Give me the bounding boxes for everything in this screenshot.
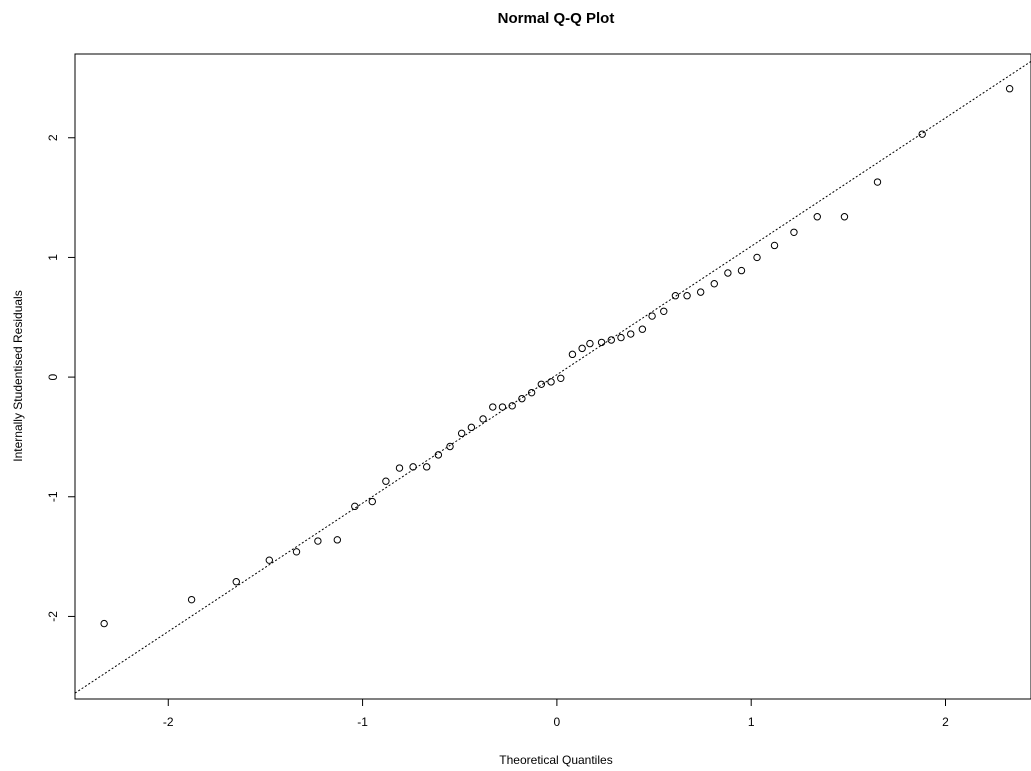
data-point — [537, 380, 546, 388]
x-tick-label: 0 — [554, 715, 561, 729]
data-point — [382, 477, 390, 485]
data-point — [434, 451, 443, 459]
x-tick-label: -1 — [357, 715, 368, 729]
data-point — [607, 336, 615, 344]
data-point — [648, 312, 656, 320]
data-point — [753, 253, 761, 262]
data-point — [457, 429, 466, 438]
data-point — [737, 266, 746, 275]
data-point — [409, 463, 417, 471]
y-axis-label: Internally Studentised Residuals — [11, 290, 25, 461]
data-point — [292, 548, 301, 556]
data-point — [557, 374, 565, 382]
data-point — [578, 344, 586, 353]
data-points — [100, 85, 1014, 628]
chart-title: Normal Q-Q Plot — [498, 10, 615, 27]
y-tick-label: -2 — [46, 611, 60, 622]
data-point — [671, 292, 680, 300]
data-point — [724, 269, 732, 277]
data-point — [1005, 85, 1014, 93]
data-point — [627, 330, 635, 338]
y-tick-label: -1 — [46, 491, 60, 502]
data-point — [479, 415, 487, 423]
data-point — [351, 502, 359, 511]
data-point — [467, 423, 476, 432]
x-tick-label: 2 — [942, 715, 949, 729]
data-point — [395, 464, 404, 472]
x-tick-label: 1 — [748, 715, 755, 729]
data-point — [422, 463, 431, 471]
x-tick-label: -2 — [163, 715, 174, 729]
data-point — [489, 403, 497, 411]
data-point — [813, 213, 821, 221]
data-point — [586, 339, 594, 348]
data-point — [498, 403, 507, 411]
data-point — [232, 578, 240, 586]
data-point — [918, 130, 926, 138]
data-point — [696, 288, 705, 296]
data-point — [597, 338, 606, 347]
data-point — [314, 537, 322, 545]
data-point — [527, 388, 536, 397]
data-point — [368, 497, 376, 506]
data-point — [508, 402, 516, 410]
data-point — [660, 307, 668, 315]
data-point — [840, 213, 849, 221]
plot-frame — [74, 53, 1031, 700]
y-tick-label: 2 — [46, 134, 60, 141]
data-point — [873, 178, 882, 186]
data-point — [265, 556, 274, 564]
x-axis-label: Theoretical Quantiles — [499, 753, 612, 767]
x-axis: -2 -1 0 1 2 — [163, 699, 949, 729]
data-point — [547, 378, 555, 386]
data-point — [770, 241, 779, 250]
data-point — [100, 619, 108, 628]
y-tick-label: 1 — [46, 254, 60, 261]
y-axis: -2 -1 0 1 2 — [46, 134, 75, 622]
data-point — [518, 394, 526, 403]
data-point — [710, 280, 718, 288]
data-point — [683, 292, 691, 300]
data-point — [333, 536, 342, 544]
y-tick-label: 0 — [46, 373, 60, 380]
reference-line-group — [75, 60, 1031, 694]
reference-line — [75, 60, 1031, 694]
data-point — [790, 228, 798, 237]
data-point — [446, 442, 454, 451]
data-point — [617, 333, 625, 342]
data-point — [568, 350, 577, 359]
data-point — [638, 325, 647, 333]
data-point — [187, 595, 196, 604]
